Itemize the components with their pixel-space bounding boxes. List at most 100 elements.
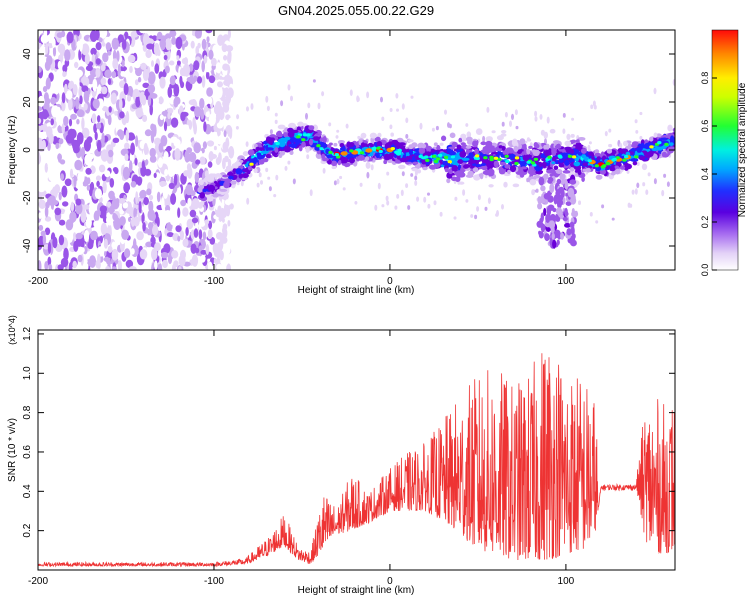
heatmap-cell bbox=[124, 153, 129, 161]
heatmap-cell bbox=[209, 237, 216, 245]
heatmap-cell bbox=[75, 232, 83, 240]
heatmap-cell bbox=[501, 130, 507, 134]
heatmap-cell bbox=[95, 175, 102, 181]
heatmap-cell bbox=[298, 145, 303, 152]
heatmap-cell bbox=[101, 132, 105, 145]
heatmap-cell bbox=[180, 199, 187, 207]
heatmap-cell bbox=[595, 174, 603, 180]
snr-ticks: -200 -100 0 100 0.2 0.4 0.6 0.8 1.0 1.2 bbox=[22, 327, 675, 587]
heatmap-cell bbox=[58, 219, 66, 226]
heatmap-cell bbox=[186, 163, 192, 171]
heatmap-cell bbox=[64, 83, 68, 95]
heatmap-cell bbox=[128, 189, 133, 203]
heatmap-cell bbox=[661, 189, 665, 197]
x-tick-label: -200 bbox=[28, 576, 48, 587]
heatmap-cell bbox=[513, 145, 519, 152]
heatmap-cell bbox=[594, 164, 599, 168]
heatmap-cell bbox=[489, 158, 494, 162]
heatmap-cell bbox=[604, 131, 608, 137]
heatmap-cell bbox=[418, 147, 426, 154]
heatmap-cell bbox=[649, 145, 654, 149]
heatmap-cell bbox=[504, 164, 511, 169]
heatmap-cell bbox=[375, 188, 378, 194]
heatmap-cell bbox=[61, 185, 68, 198]
heatmap-cell bbox=[427, 192, 430, 196]
heatmap-cell bbox=[164, 65, 170, 74]
heatmap-cell bbox=[407, 205, 411, 210]
heatmap-cell bbox=[357, 154, 365, 161]
heatmap-cell bbox=[381, 116, 385, 122]
heatmap-cell bbox=[96, 139, 102, 152]
heatmap-cell bbox=[433, 159, 439, 163]
heatmap-cell bbox=[474, 154, 480, 158]
heatmap-cell bbox=[381, 204, 385, 208]
heatmap-cell bbox=[105, 42, 112, 51]
heatmap-cell bbox=[526, 177, 530, 183]
heatmap-cell bbox=[86, 136, 93, 144]
heatmap-cell bbox=[190, 243, 197, 254]
heatmap-cell bbox=[444, 109, 447, 115]
heatmap-cell bbox=[512, 183, 520, 188]
x-tick-label: 0 bbox=[387, 276, 393, 287]
heatmap-cell bbox=[342, 187, 346, 191]
heatmap-cell bbox=[333, 180, 337, 186]
heatmap-cell bbox=[205, 71, 210, 80]
heatmap-cell bbox=[549, 173, 556, 177]
heatmap-cell bbox=[570, 133, 575, 138]
heatmap-cell bbox=[400, 145, 404, 151]
heatmap-cell bbox=[169, 60, 175, 66]
heatmap-cell bbox=[68, 81, 73, 91]
heatmap-cell bbox=[410, 95, 414, 99]
heatmap-cell bbox=[135, 67, 142, 77]
heatmap-cell bbox=[52, 46, 57, 57]
heatmap-cell bbox=[409, 149, 413, 156]
heatmap-cell bbox=[507, 169, 511, 175]
heatmap-cell bbox=[176, 55, 180, 61]
heatmap-cell bbox=[560, 190, 565, 198]
heatmap-cell bbox=[227, 52, 232, 64]
heatmap-cell bbox=[213, 258, 217, 264]
heatmap-cell bbox=[235, 168, 243, 175]
heatmap-cell bbox=[163, 121, 168, 132]
heatmap-cell bbox=[44, 205, 49, 218]
heatmap-cell bbox=[88, 255, 97, 268]
heatmap-cell bbox=[231, 184, 236, 189]
heatmap-cell bbox=[482, 170, 489, 175]
heatmap-cell bbox=[97, 253, 101, 265]
y-tick-label: 0.6 bbox=[22, 445, 33, 459]
heatmap-cell bbox=[160, 252, 169, 259]
heatmap-cell bbox=[95, 42, 102, 51]
heatmap-cell bbox=[581, 154, 587, 159]
heatmap-cell bbox=[93, 210, 100, 222]
heatmap-cell bbox=[104, 69, 112, 79]
heatmap-cell bbox=[456, 144, 462, 150]
heatmap-cell bbox=[142, 68, 149, 81]
heatmap-cell bbox=[444, 167, 449, 173]
heatmap-cell bbox=[95, 58, 101, 65]
heatmap-cell bbox=[114, 110, 118, 116]
heatmap-cell bbox=[123, 182, 131, 194]
colorbar-ticks: 0.0 0.2 0.4 0.6 0.8 bbox=[700, 72, 717, 276]
y-tick-label: 0.8 bbox=[22, 405, 33, 419]
heatmap-cell bbox=[182, 65, 186, 77]
heatmap-cell bbox=[569, 221, 575, 228]
heatmap-cell bbox=[540, 185, 546, 192]
heatmap-cell bbox=[565, 201, 572, 207]
heatmap-cell bbox=[423, 196, 427, 203]
heatmap-cell bbox=[100, 63, 106, 72]
heatmap-cell bbox=[217, 130, 221, 136]
heatmap-cell bbox=[170, 193, 177, 205]
heatmap-cell bbox=[54, 166, 61, 173]
heatmap-cell bbox=[200, 249, 207, 255]
heatmap-cell bbox=[193, 228, 199, 238]
heatmap-cell bbox=[365, 148, 373, 153]
y-tick-label: 0 bbox=[22, 147, 33, 153]
heatmap-cell bbox=[407, 139, 414, 143]
heatmap-cell bbox=[441, 135, 447, 142]
heatmap-cell bbox=[111, 248, 119, 261]
heatmap-cell bbox=[61, 123, 65, 134]
heatmap-cell bbox=[348, 142, 355, 148]
heatmap-cell bbox=[112, 212, 117, 221]
heatmap-cell bbox=[203, 121, 207, 133]
heatmap-cell bbox=[574, 157, 580, 162]
